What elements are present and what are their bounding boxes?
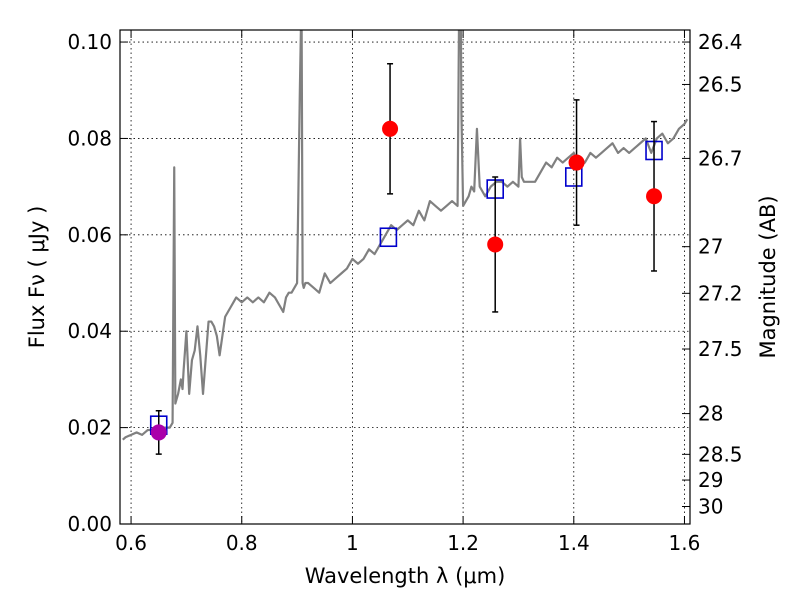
magnitude-tick-label: 26.5 xyxy=(698,72,743,96)
observed-point xyxy=(646,188,663,205)
observed-point xyxy=(150,424,167,441)
magnitude-tick-label: 27.5 xyxy=(698,337,743,361)
y-tick-label: 0.02 xyxy=(67,416,112,440)
x-tick-label: 1.2 xyxy=(447,531,479,555)
model-square-marker xyxy=(379,227,398,248)
x-tick-label: 1.6 xyxy=(669,531,701,555)
magnitude-tick-label: 29 xyxy=(698,468,723,492)
magnitude-tick-label: 30 xyxy=(698,495,723,519)
y-tick-label: 0.04 xyxy=(67,319,112,343)
y-axis-label: Flux Fν ( μJy ) xyxy=(25,206,49,349)
y-tick-label: 0.06 xyxy=(67,223,112,247)
magnitude-tick-label: 26.7 xyxy=(698,146,743,170)
axis-ticks: 0.6 0.8 1 1.2 1.4 1.6 0.00 0.02 0.04 0.06 0.08 0.10… xyxy=(67,30,743,555)
y-tick-label: 0.08 xyxy=(67,126,112,150)
magnitude-tick-label: 27.2 xyxy=(698,281,743,305)
magnitude-axis-label: Magnitude (AB) xyxy=(756,195,780,358)
x-axis-label: Wavelength λ (μm) xyxy=(305,564,506,588)
magnitude-tick-label: 28 xyxy=(698,402,723,426)
x-tick-label: 0.8 xyxy=(226,531,258,555)
observed-point xyxy=(382,120,399,137)
x-tick-label: 1.4 xyxy=(558,531,590,555)
observed-point xyxy=(487,236,504,253)
spectrum-line xyxy=(122,30,689,441)
spectrum-layer xyxy=(122,30,689,441)
grid-lines xyxy=(120,30,690,525)
y-tick-label: 0.00 xyxy=(67,512,112,536)
x-tick-label: 0.6 xyxy=(115,531,147,555)
magnitude-tick-label: 26.4 xyxy=(698,30,743,54)
data-marks xyxy=(149,62,663,455)
observed-point xyxy=(568,154,585,171)
magnitude-tick-label: 27 xyxy=(698,235,723,259)
x-tick-label: 1 xyxy=(346,531,359,555)
plot-frame xyxy=(119,29,691,525)
y-tick-label: 0.10 xyxy=(67,30,112,54)
magnitude-tick-label: 28.5 xyxy=(698,442,743,466)
